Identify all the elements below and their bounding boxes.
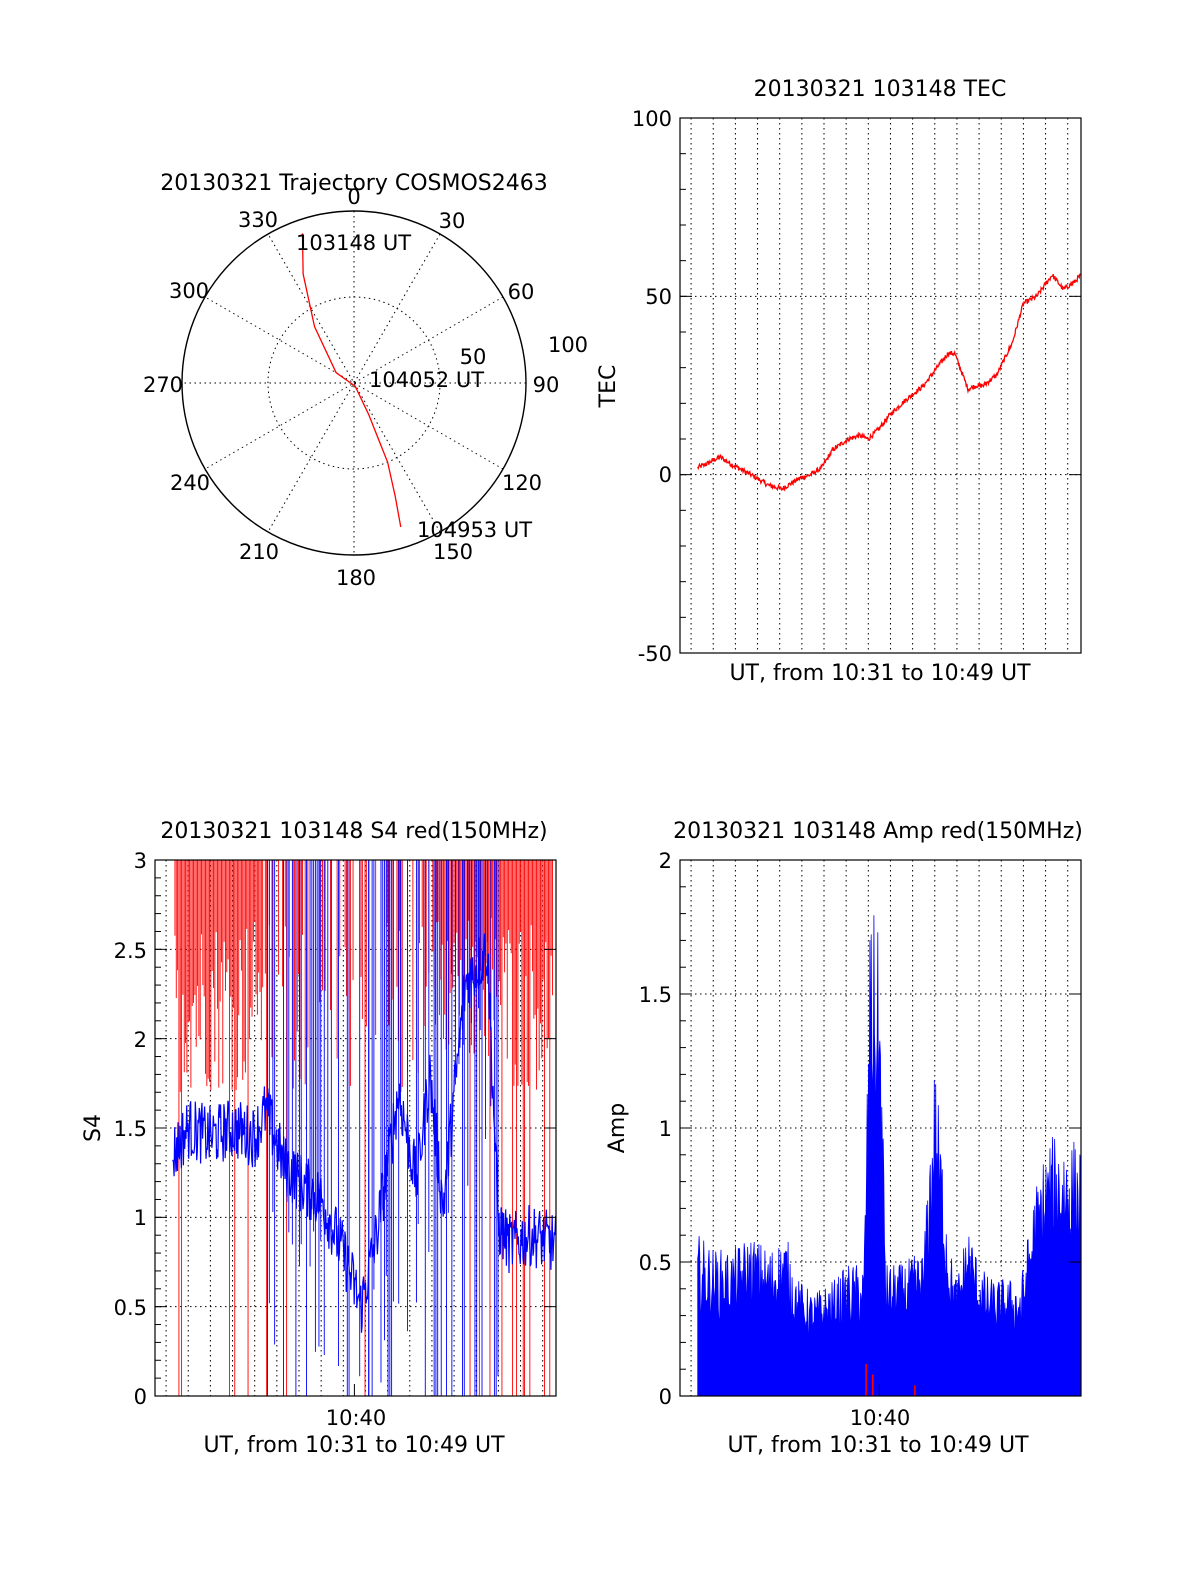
- polar-az-label-210: 210: [239, 540, 279, 564]
- s4-ytick-2p5: 2.5: [114, 939, 147, 963]
- tec-ytick-50: 50: [645, 285, 672, 309]
- polar-az-label-90: 90: [533, 373, 560, 397]
- amp-ytick-0: 0: [659, 1385, 672, 1409]
- amp-ytick-0p5: 0.5: [639, 1251, 672, 1275]
- s4-ylabel: S4: [81, 1114, 106, 1142]
- tec-xlabel: UT, from 10:31 to 10:49 UT: [729, 661, 1031, 686]
- polar-title: 20130321 Trajectory COSMOS2463: [160, 171, 547, 196]
- tec-grid: [680, 118, 1081, 653]
- polar-trajectory-chart: 20130321 Trajectory COSMOS2463 0 30 60 9…: [143, 171, 588, 590]
- s4-blue-spikes: [267, 860, 499, 1396]
- tec-title: 20130321 103148 TEC: [754, 77, 1007, 102]
- amp-ylabel: Amp: [605, 1103, 630, 1153]
- amp-xtick-1040: 10:40: [850, 1406, 911, 1430]
- tec-ytick-0: 0: [659, 463, 672, 487]
- s4-ytick-1p5: 1.5: [114, 1117, 147, 1141]
- polar-radial-label-100: 100: [548, 333, 588, 357]
- s4-ticks: [155, 859, 556, 1397]
- amp-title: 20130321 103148 Amp red(150MHz): [673, 819, 1083, 844]
- s4-ytick-2: 2: [134, 1028, 147, 1052]
- s4-xlabel: UT, from 10:31 to 10:49 UT: [203, 1433, 505, 1458]
- tec-ytick-100: 100: [632, 107, 672, 131]
- polar-radial-label-50: 50: [460, 345, 487, 369]
- polar-az-label-120: 120: [502, 471, 542, 495]
- s4-grid: [155, 860, 556, 1396]
- polar-annotation-mid: 104052 UT: [369, 368, 484, 392]
- amp-chart: 20130321 103148 Amp red(150MHz) 2 1.5 1 …: [605, 819, 1083, 1458]
- s4-xtick-1040: 10:40: [326, 1406, 387, 1430]
- amp-ytick-2: 2: [659, 849, 672, 873]
- amp-ytick-1p5: 1.5: [639, 983, 672, 1007]
- tec-ytick-minus50: -50: [638, 642, 672, 666]
- amp-ytick-1: 1: [659, 1117, 672, 1141]
- tec-plot-frame: [679, 117, 1082, 654]
- tec-ylabel: TEC: [596, 365, 621, 409]
- polar-annotation-end: 104953 UT: [417, 518, 532, 542]
- polar-trajectory-line: [301, 233, 402, 528]
- polar-az-label-330: 330: [238, 208, 278, 232]
- polar-az-label-240: 240: [170, 471, 210, 495]
- s4-ytick-0: 0: [134, 1385, 147, 1409]
- polar-az-label-150: 150: [433, 540, 473, 564]
- polar-az-label-270: 270: [143, 373, 183, 397]
- polar-az-label-180: 180: [336, 566, 376, 590]
- tec-ticks: [680, 117, 1081, 654]
- polar-az-label-30: 30: [439, 209, 466, 233]
- polar-az-label-300: 300: [169, 279, 209, 303]
- polar-az-label-60: 60: [508, 280, 535, 304]
- amp-blue-area: [697, 915, 1082, 1397]
- s4-blue-line: [172, 933, 557, 1333]
- s4-ytick-1: 1: [134, 1206, 147, 1230]
- amp-xlabel: UT, from 10:31 to 10:49 UT: [727, 1433, 1029, 1458]
- s4-ytick-3: 3: [134, 849, 147, 873]
- amp-ticks: [680, 859, 1081, 1397]
- tec-series-line: [697, 273, 1081, 492]
- s4-chart: 20130321 103148 S4 red(150MHz) 3 2.5 2 1…: [81, 819, 557, 1458]
- amp-red-spikes: [865, 1363, 916, 1396]
- tec-chart: 20130321 103148 TEC 100 50 0 -50 TEC UT,…: [596, 77, 1082, 686]
- polar-az-label-0: 0: [347, 185, 360, 209]
- polar-annotation-start: 103148 UT: [296, 231, 411, 255]
- s4-ytick-0p5: 0.5: [114, 1296, 147, 1320]
- s4-title: 20130321 103148 S4 red(150MHz): [160, 819, 547, 844]
